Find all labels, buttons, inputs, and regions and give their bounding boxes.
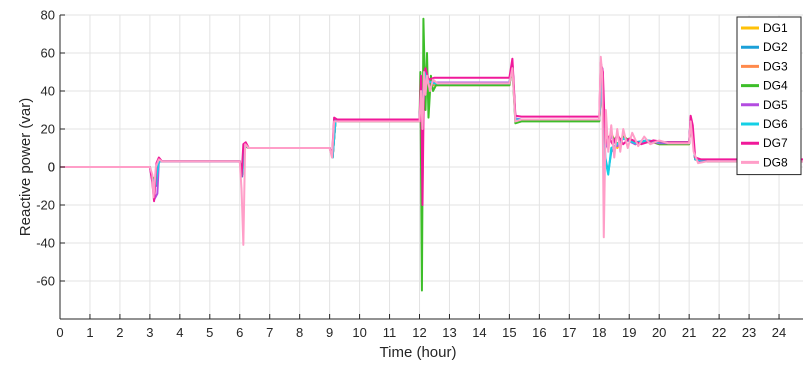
x-axis-label: Time (hour): [380, 344, 457, 361]
x-tick-label: 8: [296, 325, 303, 340]
legend: DG1 DG2 DG3 DG4 DG5 DG6 DG7 DG8: [736, 16, 802, 176]
y-tick-label: 80: [41, 8, 55, 23]
x-tick-label: 18: [592, 325, 606, 340]
x-tick-labels: 0 1 2 3 4 5 6 7 8 9 10 11 12 13 14 15 16 17 18 19 20 21 22 23 24: [56, 325, 786, 340]
legend-label-dg8: DG8: [763, 155, 788, 169]
y-tick-label: 40: [41, 84, 55, 99]
legend-label-dg7: DG7: [763, 136, 788, 150]
y-axis-label: Reactive power (var): [17, 98, 34, 236]
legend-label-dg5: DG5: [763, 98, 788, 112]
y-tick-label: 0: [48, 160, 55, 175]
grid: [59, 14, 803, 319]
y-tick-label: 60: [41, 46, 55, 61]
series-group: [60, 17, 803, 292]
series-line-dg8: [60, 55, 803, 246]
x-tick-label: 11: [383, 325, 397, 340]
x-tick-label: 15: [502, 325, 516, 340]
y-tick-label: -20: [36, 198, 55, 213]
x-tick-label: 21: [682, 325, 696, 340]
x-tick-label: 9: [326, 325, 333, 340]
y-tick-label: -40: [36, 236, 55, 251]
x-tick-label: 7: [266, 325, 273, 340]
x-tick-label: 3: [146, 325, 153, 340]
x-tick-label: 14: [472, 325, 486, 340]
x-tick-label: 2: [116, 325, 123, 340]
legend-label-dg3: DG3: [763, 59, 788, 73]
x-tick-label: 16: [532, 325, 546, 340]
legend-label-dg1: DG1: [763, 21, 788, 35]
legend-label-dg4: DG4: [763, 79, 788, 93]
x-tick-label: 20: [652, 325, 666, 340]
axes: [59, 14, 803, 320]
x-tick-label: 24: [772, 325, 786, 340]
y-tick-label: -60: [36, 274, 55, 289]
y-tick-label: 0: [48, 160, 55, 175]
x-tick-label: 19: [622, 325, 636, 340]
x-tick-label: 5: [206, 325, 213, 340]
x-tick-label: 23: [742, 325, 756, 340]
x-tick-label: 12: [412, 325, 426, 340]
legend-label-dg6: DG6: [763, 117, 788, 131]
x-tick-label: 22: [712, 325, 726, 340]
x-tick-label: 0: [56, 325, 63, 340]
x-tick-label: 17: [562, 325, 576, 340]
x-tick-label: 1: [86, 325, 93, 340]
x-tick-label: 13: [442, 325, 456, 340]
y-tick-label: 20: [41, 122, 55, 137]
x-tick-label: 10: [352, 325, 366, 340]
legend-label-dg2: DG2: [763, 40, 788, 54]
x-tick-label: 4: [176, 325, 183, 340]
x-tick-label: 6: [236, 325, 243, 340]
legend-box: [736, 16, 802, 176]
